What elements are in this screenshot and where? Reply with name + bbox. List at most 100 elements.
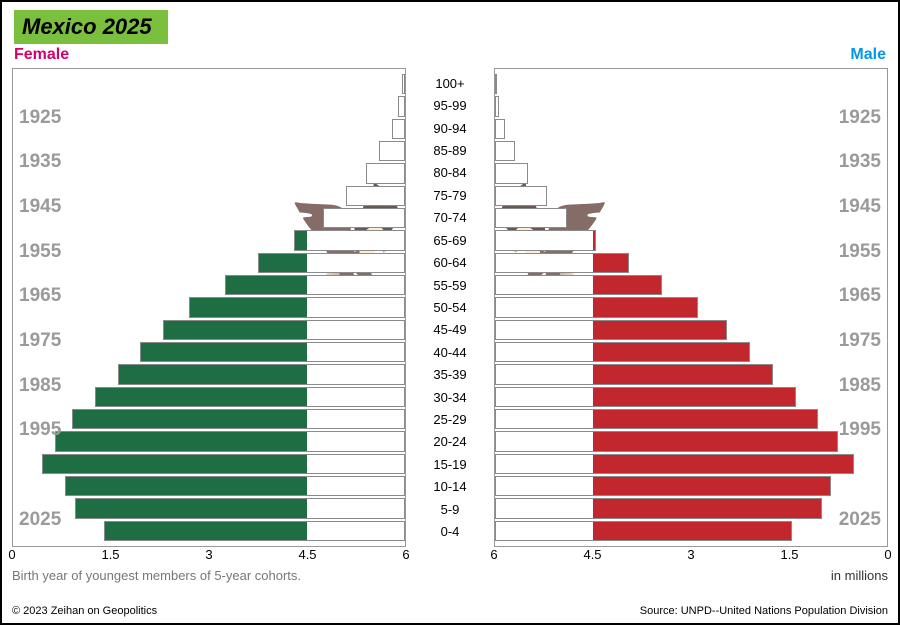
- bar-row: [495, 408, 887, 430]
- bar-row: [495, 140, 887, 162]
- bar-row: [13, 453, 405, 475]
- population-bar: [495, 141, 515, 161]
- bar-row: [13, 229, 405, 251]
- axis-caption-right: in millions: [831, 568, 888, 583]
- population-bar-fill: [593, 476, 831, 496]
- population-bar-fill: [95, 387, 307, 407]
- bar-row: [13, 162, 405, 184]
- age-label: 80-84: [406, 162, 494, 184]
- population-bar-fill: [140, 342, 307, 362]
- population-bar-fill: [294, 230, 307, 250]
- bar-row: [495, 363, 887, 385]
- age-label: 60-64: [406, 251, 494, 273]
- population-bar: [294, 230, 405, 250]
- age-label: 75-79: [406, 184, 494, 206]
- population-bar-fill: [593, 431, 838, 451]
- bar-row: [13, 274, 405, 296]
- bar-row: [13, 363, 405, 385]
- bar-row: [13, 73, 405, 95]
- population-bar: [402, 74, 405, 94]
- population-bar: [495, 230, 596, 250]
- population-bar-fill: [72, 409, 307, 429]
- population-bar-fill: [65, 476, 307, 496]
- age-label: 85-89: [406, 139, 494, 161]
- age-label: 95-99: [406, 94, 494, 116]
- bar-row: [495, 386, 887, 408]
- female-panel: 🦅 192519351945195519651975198519952025: [12, 68, 406, 547]
- x-tick: 4.5: [583, 547, 601, 562]
- x-tick: 6: [402, 547, 409, 562]
- axis-caption-left: Birth year of youngest members of 5-year…: [12, 568, 301, 583]
- population-bar-fill: [42, 454, 307, 474]
- label-male: Male: [850, 46, 886, 64]
- male-panel: 🦅 192519351945195519651975198519952025: [494, 68, 888, 547]
- pyramid-frame: Mexico 2025 Female Male 🦅 19251935194519…: [0, 0, 900, 625]
- population-bar-fill: [163, 320, 307, 340]
- age-label: 70-74: [406, 207, 494, 229]
- age-label: 10-14: [406, 476, 494, 498]
- age-axis: 100+95-9990-9485-8980-8475-7970-7465-696…: [406, 72, 494, 543]
- x-axis-left: 64.531.50: [12, 547, 406, 563]
- bar-row: [13, 386, 405, 408]
- population-bar-fill: [593, 454, 854, 474]
- bar-row: [495, 73, 887, 95]
- population-bar-fill: [593, 320, 727, 340]
- population-bar: [495, 208, 567, 228]
- x-tick: 6: [490, 547, 497, 562]
- bar-row: [495, 162, 887, 184]
- bar-row: [13, 207, 405, 229]
- x-tick: 1.5: [780, 547, 798, 562]
- x-tick: 3: [687, 547, 694, 562]
- age-label: 90-94: [406, 117, 494, 139]
- age-label: 20-24: [406, 431, 494, 453]
- population-bar-fill: [104, 521, 307, 541]
- bar-row: [13, 296, 405, 318]
- bar-row: [13, 520, 405, 542]
- bar-row: [495, 274, 887, 296]
- population-bar-fill: [593, 342, 750, 362]
- age-label: 50-54: [406, 296, 494, 318]
- age-label: 15-19: [406, 453, 494, 475]
- bar-row: [13, 319, 405, 341]
- age-label: 25-29: [406, 408, 494, 430]
- population-bar-fill: [258, 253, 307, 273]
- age-label: 35-39: [406, 363, 494, 385]
- population-bar-fill: [189, 297, 307, 317]
- x-tick: 1.5: [101, 547, 119, 562]
- bar-row: [495, 520, 887, 542]
- age-label: 65-69: [406, 229, 494, 251]
- age-label: 5-9: [406, 498, 494, 520]
- population-bar: [495, 74, 497, 94]
- bar-row: [495, 252, 887, 274]
- pyramid-chart: 🦅 192519351945195519651975198519952025 🦅…: [12, 68, 888, 581]
- age-label: 0-4: [406, 520, 494, 542]
- bar-row: [495, 207, 887, 229]
- bar-row: [495, 497, 887, 519]
- bar-row: [13, 497, 405, 519]
- bar-row: [495, 319, 887, 341]
- population-bar-fill: [593, 364, 773, 384]
- bar-row: [495, 475, 887, 497]
- population-bar-fill: [593, 498, 822, 518]
- x-axis-right: 64.531.50: [494, 547, 888, 563]
- population-bar: [495, 96, 499, 116]
- bar-row: [495, 296, 887, 318]
- population-bar: [495, 186, 547, 206]
- population-bar: [392, 119, 405, 139]
- bar-row: [495, 453, 887, 475]
- bar-row: [13, 252, 405, 274]
- population-bar: [398, 96, 405, 116]
- population-bar: [346, 186, 405, 206]
- footer-source: Source: UNPD--United Nations Population …: [640, 605, 888, 617]
- population-bar-fill: [593, 387, 796, 407]
- population-bar: [366, 163, 405, 183]
- population-bar-fill: [593, 297, 698, 317]
- population-bar: [495, 163, 528, 183]
- x-tick: 4.5: [298, 547, 316, 562]
- bar-row: [13, 408, 405, 430]
- population-bar-fill: [118, 364, 307, 384]
- age-label: 30-34: [406, 386, 494, 408]
- population-bar-fill: [593, 521, 792, 541]
- population-bar: [323, 208, 405, 228]
- bar-row: [495, 341, 887, 363]
